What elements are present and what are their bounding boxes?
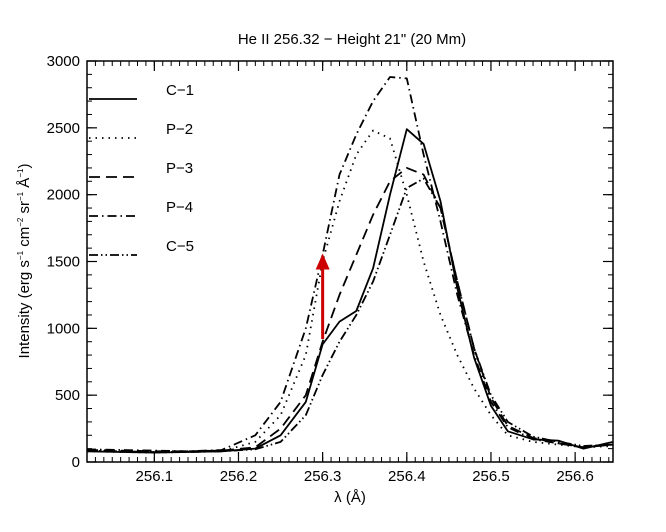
y-tick-label: 1000 bbox=[47, 320, 80, 337]
x-tick-label: 256.4 bbox=[388, 468, 426, 485]
chart-title: He II 256.32 − Height 21" (20 Mm) bbox=[238, 31, 466, 48]
legend: C−1 P−2 P−3 P−4 C−5 bbox=[89, 82, 194, 256]
series-line-5 bbox=[86, 177, 614, 453]
arrow-head bbox=[315, 253, 330, 270]
y-label-part-a: Intensity (erg s bbox=[16, 260, 33, 358]
y-tick-label: 500 bbox=[55, 387, 80, 404]
y-tick-label: 3000 bbox=[47, 53, 80, 70]
x-tick-label: 256.6 bbox=[556, 468, 594, 485]
y-tick-label: 1500 bbox=[47, 254, 80, 271]
legend-label-3: P−3 bbox=[166, 160, 193, 177]
legend-label-2: P−2 bbox=[166, 121, 193, 138]
x-tick-label: 256.1 bbox=[136, 468, 174, 485]
y-label-part-d: Å bbox=[16, 178, 33, 192]
y-label-exp-3: −1 bbox=[16, 191, 25, 201]
annotation-arrow bbox=[315, 253, 330, 340]
y-axis-label: Intensity (erg s−1 cm−2 sr−1 Å−1) bbox=[16, 164, 33, 359]
series-lines bbox=[86, 76, 614, 454]
y-tick-label: 0 bbox=[72, 454, 80, 471]
series-line-2 bbox=[86, 129, 614, 454]
plot-frame bbox=[86, 60, 614, 463]
legend-label-4: P−4 bbox=[166, 199, 193, 216]
x-tick-label: 256.2 bbox=[220, 468, 258, 485]
tick-labels: 256.1 256.2 256.3 256.4 256.5 256.6 0 500 1000 15… bbox=[47, 53, 594, 485]
x-tick-label: 256.5 bbox=[472, 468, 510, 485]
y-tick-label: 2500 bbox=[47, 120, 80, 137]
x-axis-label: λ (Å) bbox=[334, 489, 366, 506]
y-tick-label: 2000 bbox=[47, 187, 80, 204]
y-label-exp-4: −1 bbox=[16, 168, 25, 178]
legend-label-1: C−1 bbox=[166, 82, 194, 99]
y-label-part-c: sr bbox=[16, 201, 33, 218]
y-label-exp-1: −1 bbox=[16, 250, 25, 260]
y-label-part-b: cm bbox=[16, 227, 33, 251]
series-line-1 bbox=[86, 128, 614, 454]
y-label-exp-2: −2 bbox=[16, 217, 25, 227]
series-line-4 bbox=[86, 76, 614, 453]
legend-label-5: C−5 bbox=[166, 238, 194, 255]
y-label-part-e: ) bbox=[16, 164, 33, 169]
x-tick-label: 256.3 bbox=[304, 468, 342, 485]
